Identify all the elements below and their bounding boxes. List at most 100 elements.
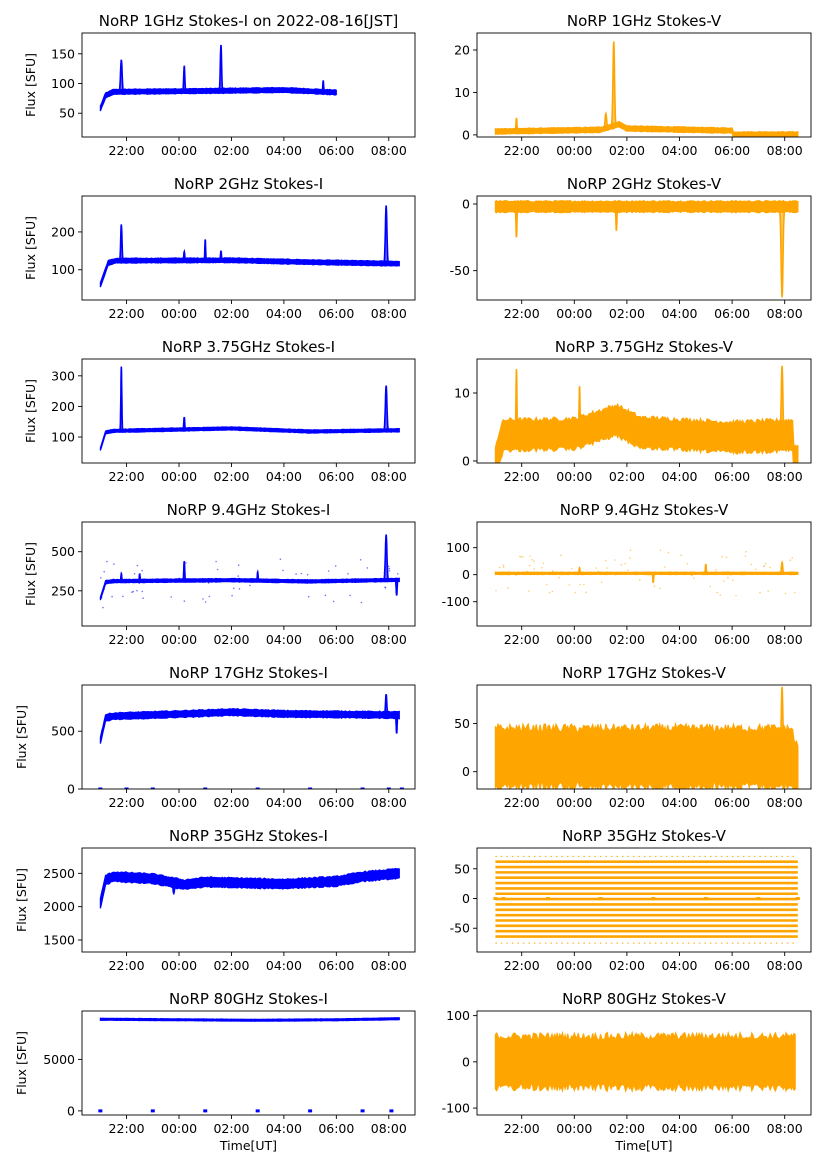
outlier-point [664, 566, 666, 568]
series-band [494, 402, 799, 463]
flare-spike [203, 239, 208, 262]
data-series [99, 867, 400, 909]
outlier-point [727, 576, 729, 579]
x-tick-label: 06:00 [714, 795, 750, 810]
outlier-point [579, 583, 581, 586]
x-tick-label: 06:00 [318, 143, 354, 158]
outlier-point [350, 578, 353, 581]
x-axis-label: Time[UT] [614, 1138, 672, 1153]
axes-frame [476, 684, 812, 790]
flare-spike [778, 686, 786, 758]
x-tick-label: 08:00 [767, 1121, 803, 1136]
flare-spike [778, 206, 786, 298]
x-tick-label: 00:00 [556, 958, 592, 973]
outlier-point [397, 573, 399, 575]
outlier-point [132, 590, 134, 593]
y-tick-label: 250 [51, 583, 75, 598]
axes-frame [476, 195, 812, 301]
axes-frame [476, 847, 812, 953]
y-axis-label: Flux [SFU] [14, 1031, 29, 1095]
outlier-point [136, 589, 138, 592]
panel-title: NoRP 17GHz Stokes-V [562, 664, 727, 682]
zero-mark [150, 1109, 155, 1113]
axes-frame [476, 1010, 812, 1116]
axes-frame [81, 358, 416, 464]
outlier-point [793, 591, 796, 594]
zero-mark [150, 787, 155, 789]
outlier-point [732, 579, 734, 581]
flare-spike [514, 117, 519, 132]
flare-spike [118, 59, 125, 93]
outlier-point [495, 589, 497, 592]
x-tick-label: 06:00 [318, 795, 354, 810]
zero-mark [651, 897, 656, 901]
data-series [99, 205, 400, 288]
outlier-point [204, 601, 207, 603]
flare-spike [778, 365, 786, 436]
x-tick-label: 08:00 [371, 958, 407, 973]
outlier-point [237, 575, 240, 577]
outlier-point [349, 594, 351, 597]
panel-norp-2ghz-stokes-i: NoRP 2GHz Stokes-I 100 200 22:00 00:00 02:00 0… [23, 175, 416, 321]
data-series [494, 41, 799, 137]
series-band [99, 426, 400, 451]
x-tick-label: 22:00 [109, 469, 145, 484]
zero-mark [308, 787, 313, 789]
x-tick-label: 22:00 [109, 958, 145, 973]
flare-spike [383, 694, 389, 716]
outlier-point [208, 595, 211, 598]
outlier-point [498, 566, 501, 569]
y-tick-label: 100 [51, 430, 75, 445]
x-tick-label: 04:00 [661, 795, 697, 810]
outlier-point [507, 587, 510, 589]
zero-mark [399, 787, 404, 789]
series-band [494, 1030, 796, 1093]
x-tick-label: 22:00 [504, 306, 540, 321]
outlier-point [388, 567, 391, 570]
outlier-point [282, 569, 284, 572]
x-tick-label: 08:00 [767, 143, 803, 158]
y-tick-label: 200 [51, 399, 75, 414]
outlier-point [103, 588, 105, 590]
outlier-point [745, 551, 747, 553]
x-tick-label: 02:00 [609, 143, 645, 158]
flare-spike [383, 385, 390, 431]
x-tick-label: 02:00 [213, 143, 249, 158]
flare-spike [218, 44, 224, 92]
outlier-point [723, 580, 725, 582]
x-tick-label: 22:00 [109, 795, 145, 810]
y-tick-label: 10 [454, 85, 470, 100]
y-tick-label: -100 [442, 594, 470, 609]
series-band [494, 721, 799, 789]
x-tick-label: 02:00 [213, 795, 249, 810]
x-tick-label: 02:00 [213, 306, 249, 321]
outlier-point [332, 600, 335, 603]
panel-norp-35ghz-stokes-v: NoRP 35GHz Stokes-V -50 0 50 22:00 00:00 02:00… [450, 827, 812, 973]
outlier-point [515, 574, 517, 577]
y-tick-label: -100 [442, 1101, 470, 1116]
y-tick-label: 0 [462, 891, 470, 906]
x-tick-label: 08:00 [371, 143, 407, 158]
outlier-point [597, 570, 599, 573]
flare-spike [182, 416, 187, 430]
outlier-point [759, 591, 761, 594]
x-tick-label: 08:00 [767, 469, 803, 484]
outlier-point [658, 573, 660, 575]
x-tick-label: 22:00 [109, 1121, 145, 1136]
x-tick-label: 02:00 [213, 958, 249, 973]
panel-norp-17ghz-stokes-v: NoRP 17GHz Stokes-V 0 50 22:00 00:00 02:00 04:… [454, 664, 812, 810]
y-axis-label: Flux [SFU] [23, 53, 38, 117]
flare-spike [602, 111, 609, 129]
x-tick-label: 22:00 [504, 143, 540, 158]
zero-mark [386, 787, 391, 789]
outlier-point [519, 555, 521, 558]
outlier-point [533, 568, 536, 570]
outlier-point [178, 577, 180, 580]
x-tick-label: 06:00 [714, 958, 750, 973]
panel-title: NoRP 9.4GHz Stokes-V [560, 501, 729, 519]
x-tick-label: 22:00 [504, 795, 540, 810]
outlier-point [574, 591, 576, 594]
outlier-point [529, 555, 531, 557]
outlier-point [764, 562, 767, 565]
